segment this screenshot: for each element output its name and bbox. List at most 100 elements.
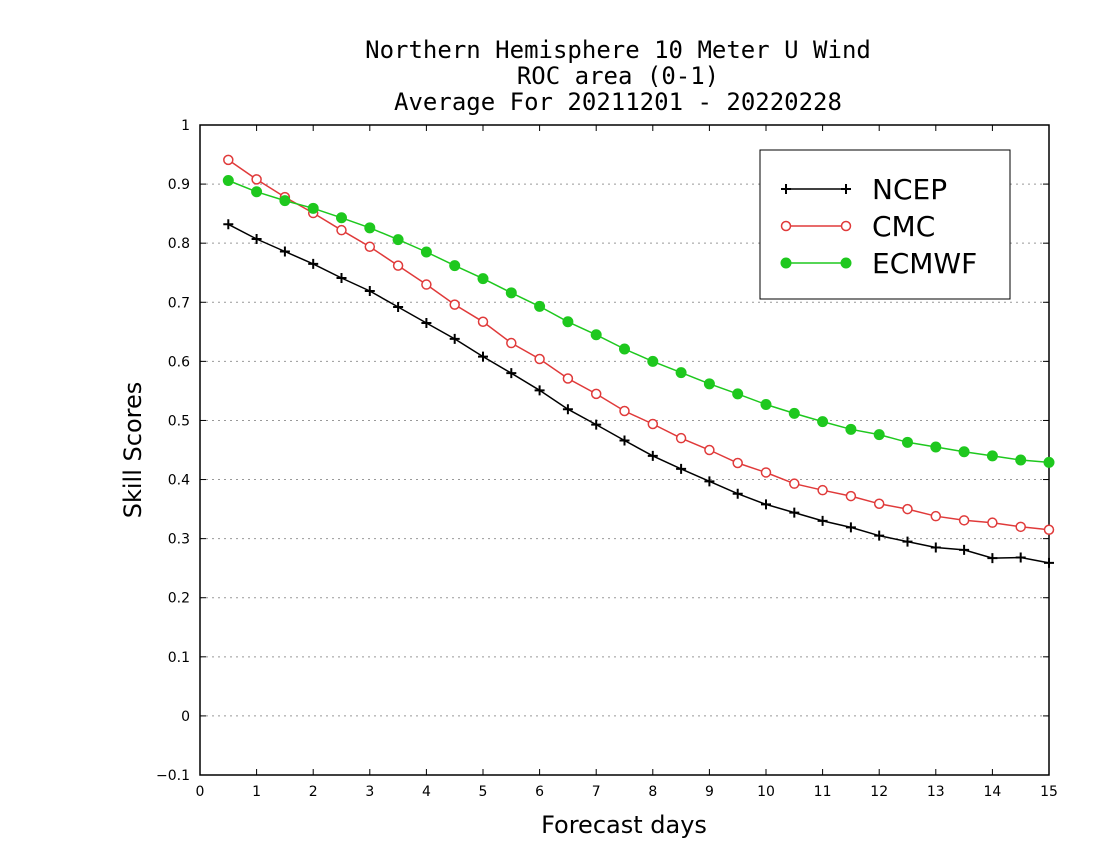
data-point <box>534 300 546 312</box>
data-point <box>364 222 376 234</box>
data-point <box>817 484 828 496</box>
data-point <box>986 450 998 462</box>
x-tick-label: 5 <box>479 784 488 800</box>
y-axis-label: Skill Scores <box>119 382 147 519</box>
data-point <box>647 450 658 461</box>
title-line-1: Northern Hemisphere 10 Meter U Wind <box>365 36 871 64</box>
data-point <box>760 399 772 410</box>
data-point <box>364 241 376 252</box>
data-point <box>874 530 885 541</box>
data-point <box>478 351 488 362</box>
series-ncep <box>223 219 1054 568</box>
legend-entry-cmc: CMC <box>780 210 935 243</box>
data-point <box>562 316 574 328</box>
data-point <box>780 220 792 232</box>
data-point <box>817 515 828 526</box>
series-ecmwf <box>222 175 1055 468</box>
data-point <box>703 378 715 390</box>
data-point <box>506 337 517 349</box>
data-point <box>534 353 545 365</box>
data-point <box>732 388 744 400</box>
data-point <box>420 246 432 258</box>
y-tick-label: 0.7 <box>168 295 190 311</box>
data-point <box>761 499 771 510</box>
x-tick-label: 15 <box>1040 784 1058 800</box>
data-point <box>562 373 574 384</box>
legend-entry-ncep: NCEP <box>781 173 947 206</box>
data-point <box>788 407 800 419</box>
legend-box <box>759 149 1011 300</box>
data-point <box>704 444 715 456</box>
data-point <box>279 195 291 207</box>
data-point <box>817 416 829 428</box>
data-point <box>562 404 573 415</box>
y-tick-label: 0.3 <box>168 532 190 548</box>
legend-entry-ecmwf: ECMWF <box>780 247 977 280</box>
data-point <box>421 279 432 290</box>
data-point <box>841 184 851 194</box>
data-point <box>1015 552 1026 563</box>
x-tick-label: 8 <box>648 784 657 800</box>
x-tick-label: 14 <box>983 784 1001 800</box>
data-point <box>902 536 913 547</box>
data-point <box>308 258 319 269</box>
data-point <box>732 457 743 469</box>
data-point <box>449 260 461 272</box>
data-point <box>840 257 852 269</box>
data-point <box>845 423 857 435</box>
data-point <box>987 517 998 528</box>
data-point <box>590 329 602 341</box>
data-point <box>987 553 998 564</box>
data-point <box>873 498 885 510</box>
y-tick-label: −0.1 <box>156 768 190 784</box>
data-point <box>222 175 234 187</box>
data-point <box>902 503 913 515</box>
x-tick-label: 2 <box>309 784 318 800</box>
data-point <box>619 343 630 355</box>
data-point <box>1015 521 1026 533</box>
title-line-2: ROC area (0-1) <box>517 62 719 90</box>
data-point <box>675 432 687 444</box>
data-point <box>789 507 800 518</box>
axis-ticks: −0.100.10.20.30.40.50.60.70.80.910 1 2 3 4 5 6… <box>156 118 1058 800</box>
data-point <box>675 367 687 379</box>
data-point <box>704 476 715 487</box>
x-tick-label: 12 <box>870 784 888 800</box>
x-tick-label: 11 <box>814 784 832 800</box>
series-layer <box>222 154 1055 568</box>
data-point <box>959 544 970 555</box>
data-point <box>619 405 630 417</box>
data-point <box>251 234 262 245</box>
data-point <box>506 368 517 379</box>
data-point <box>845 490 857 502</box>
data-point <box>251 174 262 185</box>
x-tick-label: 9 <box>705 784 714 800</box>
data-point <box>279 246 290 257</box>
y-tick-label: 0.9 <box>168 177 190 193</box>
legend-label-ncep: NCEP <box>872 173 947 206</box>
data-point <box>307 202 319 214</box>
data-point <box>647 355 659 367</box>
y-tick-label: 1 <box>181 118 190 134</box>
data-point <box>336 273 347 284</box>
data-point <box>780 257 792 269</box>
x-tick-label: 7 <box>592 784 601 800</box>
data-point <box>251 186 263 198</box>
data-point <box>958 515 970 526</box>
x-tick-label: 10 <box>757 784 775 800</box>
data-point <box>449 333 460 344</box>
y-tick-label: 0.6 <box>168 354 190 370</box>
data-point <box>393 302 404 312</box>
data-point <box>336 224 347 236</box>
data-point <box>449 299 460 310</box>
data-point <box>336 212 347 224</box>
legend-label-ecmwf: ECMWF <box>872 247 977 280</box>
data-point <box>1044 557 1054 568</box>
data-point <box>421 317 432 328</box>
x-tick-label: 13 <box>927 784 945 800</box>
y-tick-label: 0 <box>181 709 190 725</box>
y-tick-label: 0.5 <box>168 413 190 429</box>
legend: NCEP CMC ECMWF <box>759 149 1011 300</box>
x-tick-label: 0 <box>196 784 205 800</box>
data-point <box>477 316 489 328</box>
